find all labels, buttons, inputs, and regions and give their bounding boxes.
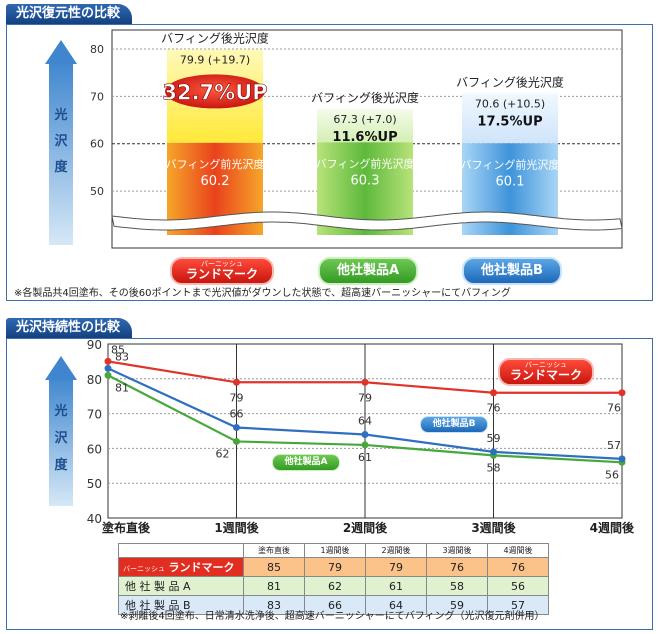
x-tick-label: 4週間後	[590, 520, 635, 535]
badge-landmark: バーニッシュ ランドマーク	[170, 257, 274, 285]
legend-product-b: 他社製品B	[420, 416, 488, 433]
y-tick-label: 60	[87, 442, 102, 456]
up-value: 11.6%UP	[332, 130, 397, 145]
data-label: 57	[607, 439, 621, 452]
data-point	[361, 430, 369, 438]
after-value: 67.3 (+7.0)	[333, 113, 396, 126]
data-label: 79	[358, 391, 372, 404]
data-label: 83	[115, 350, 129, 363]
table-header-row: 塗布直後 1週間後 2週間後 3週間後 4週間後	[118, 543, 549, 558]
data-label: 66	[230, 408, 244, 421]
table-row: 他 社 製 品 B 83 66 64 59 57	[118, 595, 549, 615]
restoration-bar-chart: バフィング前光沢度 60.2 バフィング後光沢度 79.9 (+19.7) 32.7%U…	[45, 29, 623, 249]
data-label: 58	[487, 461, 501, 474]
durability-ylabel: 光 沢 度	[54, 404, 68, 473]
data-point	[490, 448, 497, 456]
data-point	[233, 437, 240, 445]
data-label: 76	[487, 402, 501, 415]
data-point	[104, 371, 112, 379]
section-title-durability: 光沢持続性の比較	[6, 318, 133, 338]
x-tick-label: 1週間後	[214, 520, 259, 535]
before-value: 60.2	[201, 174, 230, 189]
bar-after-buffing	[462, 93, 558, 144]
data-point	[361, 378, 369, 386]
data-label: 56	[605, 468, 619, 481]
data-label: 79	[230, 391, 244, 404]
y-tick-label: 80	[90, 43, 104, 56]
data-point	[233, 424, 240, 432]
y-tick-label: 60	[90, 138, 104, 151]
data-label: 61	[358, 451, 372, 464]
data-point	[233, 378, 240, 386]
up-badge	[165, 74, 265, 109]
data-point	[490, 389, 497, 397]
y-axis-arrow-icon-2	[45, 356, 77, 506]
table-row: バーニッシュ ランドマーク 85 79 79 76 76	[118, 557, 549, 577]
after-label: バフィング後光沢度	[161, 30, 269, 45]
y-tick-label: 50	[87, 477, 102, 491]
restoration-note: ※各製品共4回塗布、その後60ポイントまで光沢値がダウンした状態で、超高速バーニ…	[14, 288, 511, 299]
data-point	[361, 441, 369, 449]
data-point	[618, 455, 626, 463]
legend-landmark: バーニッシュ ランドマーク	[498, 358, 594, 386]
y-tick-label: 70	[87, 408, 102, 422]
data-label: 59	[487, 432, 501, 445]
y-tick-label: 70	[90, 90, 104, 103]
x-tick-label: 塗布直後	[102, 520, 151, 535]
x-tick-label: 2週間後	[343, 520, 388, 535]
x-tick-label: 3週間後	[471, 520, 516, 535]
restoration-ylabel: 光 沢 度	[54, 108, 68, 175]
before-label: バフィング前光沢度	[166, 157, 265, 171]
data-point	[104, 364, 112, 372]
after-value: 70.6 (+10.5)	[475, 98, 545, 111]
after-label: バフィング後光沢度	[311, 90, 419, 105]
y-tick-label: 90	[87, 338, 102, 352]
table-row: 他 社 製 品 A 81 62 61 58 56	[118, 576, 549, 596]
y-tick-label: 40	[87, 512, 102, 526]
data-point	[618, 389, 626, 397]
after-value: 79.9 (+19.7)	[180, 53, 250, 66]
axis-break-wave	[111, 211, 623, 231]
bar-after-buffing	[317, 109, 413, 143]
durability-note: ※剥離後4回塗布、日常清水洗浄後、超高速バーニッシャーにてバフィング（光沢復元剤…	[120, 611, 545, 622]
before-label: バフィング前光沢度	[461, 157, 560, 171]
up-value: 32.7%UP	[162, 80, 267, 104]
y-tick-label: 80	[87, 373, 102, 387]
section-title-restoration: 光沢復元性の比較	[6, 4, 133, 24]
data-point	[104, 357, 112, 365]
data-label: 64	[358, 414, 372, 427]
data-label: 85	[111, 343, 125, 356]
before-value: 60.1	[496, 174, 525, 189]
y-axis-arrow-icon	[45, 40, 77, 245]
data-label: 81	[115, 381, 129, 394]
data-label: 62	[216, 447, 230, 460]
y-tick-label: 50	[90, 185, 104, 198]
before-label: バフィング前光沢度	[316, 156, 415, 170]
data-label: 76	[607, 402, 621, 415]
before-value: 60.3	[351, 173, 380, 188]
badge-product-b: 他社製品B	[462, 257, 562, 285]
badge-product-a: 他社製品A	[318, 257, 418, 285]
legend-product-a: 他社製品A	[272, 454, 340, 471]
durability-table: 塗布直後 1週間後 2週間後 3週間後 4週間後 バーニッシュ ランドマーク 8…	[118, 543, 549, 615]
up-value: 17.5%UP	[477, 115, 542, 130]
after-label: バフィング後光沢度	[456, 75, 564, 90]
